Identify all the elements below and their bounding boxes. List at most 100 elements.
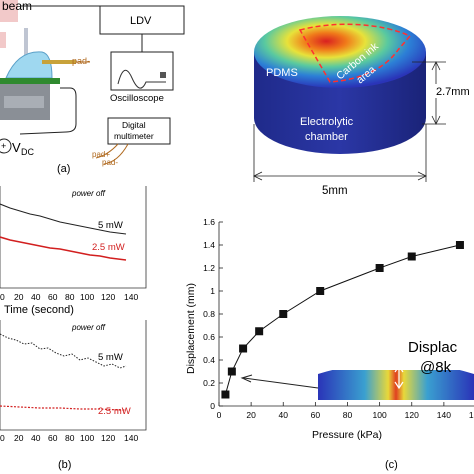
plot-c-ytick-label: 0 [210, 401, 215, 411]
plot-c-data-point [455, 241, 464, 249]
plot-c-ylabel: Displacement (mm) [185, 283, 197, 374]
plot-c-ytick-label: 0.8 [203, 309, 215, 319]
electrolytic-label-1: Electrolytic [300, 116, 354, 128]
plot-b-top-xlabel: Time (second) [4, 304, 74, 316]
voltage-source-plus-icon: + [1, 141, 6, 151]
electrolytic-label-2: chamber [305, 131, 348, 143]
plot-c-ytick-label: 1 [210, 286, 215, 296]
inset-arrow-up-icon [394, 364, 404, 373]
pad-minus-label: pad- [72, 56, 90, 66]
plot-b-bottom-5mw-trace [0, 333, 127, 369]
plot-c-xlabel: Pressure (kPa) [312, 429, 382, 441]
plot-b-bottom-xtick: 0 [0, 433, 5, 443]
panel-b-plots: power off 5 mW 2.5 mW 0 20 40 60 80 100 … [0, 186, 147, 471]
vdc-subscript: DC [21, 147, 34, 157]
inset-mask [318, 362, 474, 374]
width-arrow-left-icon [253, 171, 263, 181]
plot-b-top-xtick: 80 [65, 292, 75, 302]
plot-b-bottom-xtick: 80 [65, 433, 75, 443]
plot-b-top-frame [0, 186, 147, 289]
plot-b-top-5mw-trace [0, 203, 127, 235]
plot-c-inset: Displac @8k [318, 339, 474, 400]
plot-b-top-xtick: 0 [0, 292, 5, 302]
pad-plus-wire [95, 143, 119, 159]
plot-c-xtick-label: 20 [246, 410, 256, 420]
pad-minus-wire [103, 143, 129, 165]
circuit-wire [19, 87, 77, 135]
electrode-layer [0, 78, 60, 84]
carbon-ink-region [298, 23, 412, 83]
inset-label-2: @8k [420, 359, 452, 376]
pad-plus-label: pad+ [92, 150, 110, 159]
height-label-bg [433, 84, 474, 98]
stage-inner [4, 96, 44, 108]
droplet-icon [5, 51, 53, 79]
height-arrow-up-icon [431, 61, 441, 71]
plot-b-top-xtick: 140 [124, 292, 138, 302]
plot-b-bottom-xtick: 40 [31, 433, 41, 443]
plot-b-bottom-xticks: 0 20 40 60 80 100 120 140 [0, 433, 138, 443]
plot-b-bottom-xtick: 100 [80, 433, 94, 443]
plot-b-bottom-xtick: 20 [14, 433, 24, 443]
width-label: 5mm [322, 185, 348, 197]
oscilloscope-label: Oscilloscope [110, 93, 164, 104]
plot-c-data-point [227, 367, 236, 376]
plot-c-data-point [316, 287, 325, 295]
pdms-label: PDMS [266, 67, 298, 79]
height-label: 2.7mm [436, 86, 470, 98]
plot-c-data-point [279, 310, 288, 318]
plot-c-xtick-label: 100 [373, 410, 387, 420]
plot-b-top-2-5mw-label: 2.5 mW [92, 242, 125, 253]
multimeter-label-2: multimeter [114, 131, 154, 141]
multimeter-box [107, 117, 171, 145]
width-arrow-right-icon [417, 171, 427, 181]
pad-minus-label-2: pad- [102, 158, 118, 167]
plot-c-ytick-label: 1.6 [203, 217, 215, 227]
plot-b-bottom-xtick: 140 [124, 433, 138, 443]
plot-c-data-point [221, 390, 230, 399]
panel-a-setup: beam LDV Oscilloscope Digital multimeter… [0, 0, 185, 175]
oscilloscope-knob-icon [160, 72, 166, 78]
plot-c-ytick-label: 1.4 [203, 240, 215, 250]
beam-label: beam [2, 0, 32, 13]
oscilloscope-trace-icon [117, 69, 166, 89]
plot-b-bottom-2-5mw-label: 2.5 mW [98, 406, 131, 417]
plot-b-top-5mw-label: 5 mW [98, 220, 123, 231]
plot-b-top-xtick: 20 [14, 292, 24, 302]
plot-b-top-xtick: 40 [31, 292, 41, 302]
plot-c-xtick-label: 60 [311, 410, 321, 420]
ldv-label: LDV [130, 15, 152, 27]
panel-a-label: (a) [57, 163, 70, 175]
plot-b-bottom-frame [0, 320, 147, 431]
multimeter-label-1: Digital [122, 120, 146, 130]
beam-shape [0, 0, 18, 22]
oscilloscope-box [110, 51, 174, 91]
plot-b-top-2-5mw-trace [0, 236, 127, 261]
inset-label-1: Displac [408, 339, 458, 356]
plot-c-ytick-label: 0.2 [203, 378, 215, 388]
plot-c-xtick-label: 80 [343, 410, 353, 420]
plot-b-bottom-2-5mw-trace [0, 405, 126, 411]
plot-c-ytick-label: 0.4 [203, 355, 215, 365]
inset-arrow-down-icon [394, 381, 404, 390]
plot-c-xtick-label: 120 [405, 410, 419, 420]
height-arrow-down-icon [431, 115, 441, 125]
plot-b-top-xticks: 0 20 40 60 80 100 120 140 [0, 292, 138, 302]
ldv-box [99, 5, 185, 35]
beam-shape-lower [0, 32, 6, 48]
panel-device-3d: PDMS Carbon ink area Electrolytic chambe… [253, 16, 474, 197]
plot-c-data-point [239, 344, 248, 353]
plot-c-pointer-line [243, 377, 319, 389]
plot-c-xticks: 0 20 40 60 80 100 120 140 160 [217, 402, 474, 420]
plot-b-top-annotation: power off [71, 189, 106, 198]
plot-b-bottom-xtick: 120 [101, 433, 115, 443]
plot-b-bottom-5mw-label: 5 mW [98, 352, 123, 363]
plot-c-pointer-arrow-icon [240, 374, 253, 383]
plot-b-top-xtick: 100 [80, 292, 94, 302]
plot-c-data-point [407, 252, 416, 261]
plot-c-data-point [375, 264, 384, 272]
pad-probe-icon [42, 60, 76, 64]
panel-b-label: (b) [58, 459, 71, 471]
plot-b-bottom-xtick: 60 [48, 433, 58, 443]
